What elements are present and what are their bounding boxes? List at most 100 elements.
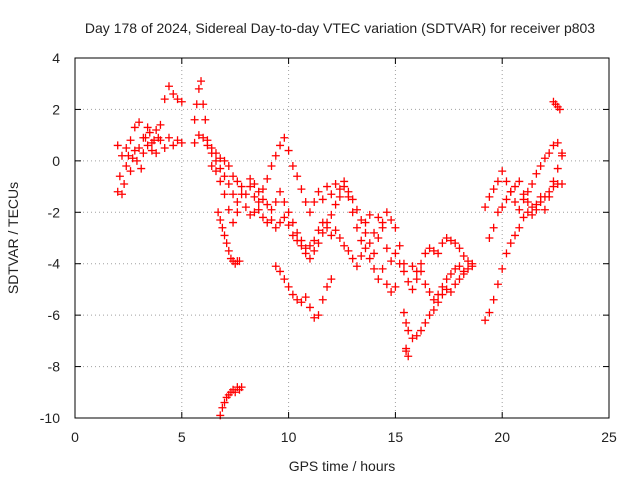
data-point bbox=[323, 182, 332, 191]
data-point bbox=[156, 120, 165, 129]
data-point bbox=[387, 257, 396, 266]
data-point bbox=[446, 236, 455, 245]
data-point bbox=[117, 190, 126, 199]
data-point bbox=[117, 151, 126, 160]
data-point bbox=[438, 290, 447, 299]
data-point bbox=[254, 198, 263, 206]
data-point bbox=[502, 249, 511, 258]
data-point bbox=[220, 231, 229, 240]
data-point bbox=[404, 326, 413, 335]
data-point bbox=[310, 236, 319, 245]
data-point bbox=[408, 262, 417, 271]
data-point bbox=[399, 267, 408, 276]
data-point bbox=[378, 264, 387, 273]
data-point bbox=[515, 205, 524, 214]
data-point bbox=[160, 95, 169, 104]
data-point bbox=[340, 241, 349, 250]
x-tick-label: 10 bbox=[281, 429, 297, 445]
data-point bbox=[553, 138, 562, 147]
data-point bbox=[199, 100, 208, 109]
data-point bbox=[558, 151, 567, 160]
data-point bbox=[169, 141, 178, 150]
data-point bbox=[511, 198, 520, 206]
data-point bbox=[314, 311, 323, 320]
data-point bbox=[305, 254, 314, 263]
data-point bbox=[485, 308, 494, 317]
data-point bbox=[493, 177, 502, 186]
data-point bbox=[147, 146, 156, 155]
data-point bbox=[515, 223, 524, 232]
data-point bbox=[229, 172, 238, 181]
data-point bbox=[455, 244, 464, 253]
data-point bbox=[276, 267, 285, 276]
data-point bbox=[160, 144, 169, 152]
data-point bbox=[284, 146, 293, 155]
data-point bbox=[310, 198, 319, 206]
data-point bbox=[489, 295, 498, 304]
data-point bbox=[481, 203, 490, 212]
data-point bbox=[421, 280, 430, 289]
data-point bbox=[455, 275, 464, 284]
data-point bbox=[352, 205, 361, 214]
data-point bbox=[280, 275, 289, 284]
data-point bbox=[130, 146, 139, 155]
data-point bbox=[442, 234, 451, 242]
data-point bbox=[442, 285, 451, 294]
data-point bbox=[327, 231, 336, 240]
data-point bbox=[164, 82, 173, 91]
data-point bbox=[357, 216, 366, 224]
data-point bbox=[152, 126, 161, 134]
data-point bbox=[391, 282, 400, 291]
data-point bbox=[310, 246, 319, 255]
data-point bbox=[126, 167, 135, 176]
data-point bbox=[348, 195, 357, 204]
data-point bbox=[305, 208, 314, 217]
data-point bbox=[361, 244, 370, 253]
data-point bbox=[258, 185, 267, 194]
data-point bbox=[468, 259, 477, 268]
data-point bbox=[214, 208, 223, 217]
data-point bbox=[318, 228, 327, 237]
data-point bbox=[246, 182, 255, 191]
data-point bbox=[267, 162, 276, 170]
data-point bbox=[241, 203, 250, 212]
data-point bbox=[194, 84, 203, 93]
data-point bbox=[493, 208, 502, 217]
data-point bbox=[327, 190, 336, 199]
data-point bbox=[293, 172, 302, 181]
data-point bbox=[451, 264, 460, 273]
data-point bbox=[511, 182, 520, 191]
data-point bbox=[301, 244, 310, 253]
y-tick-label: 4 bbox=[52, 50, 60, 66]
data-point bbox=[446, 288, 455, 296]
data-point bbox=[361, 218, 370, 227]
data-point bbox=[190, 115, 199, 124]
data-point bbox=[258, 213, 267, 222]
data-point bbox=[502, 177, 511, 186]
data-point bbox=[318, 195, 327, 204]
data-point bbox=[297, 298, 306, 307]
data-point bbox=[387, 216, 396, 224]
x-tick-label: 15 bbox=[388, 429, 404, 445]
data-point bbox=[528, 180, 537, 188]
data-point bbox=[549, 177, 558, 186]
data-point bbox=[344, 246, 353, 255]
data-point bbox=[511, 231, 520, 240]
data-point bbox=[271, 223, 280, 232]
data-point bbox=[528, 210, 537, 219]
data-point bbox=[314, 239, 323, 248]
data-point bbox=[382, 244, 391, 253]
data-point bbox=[348, 208, 357, 217]
data-point bbox=[365, 254, 374, 263]
data-point bbox=[128, 154, 137, 163]
data-point bbox=[455, 262, 464, 271]
data-point bbox=[263, 200, 272, 209]
data-point bbox=[115, 172, 124, 181]
data-point bbox=[357, 236, 366, 245]
data-point bbox=[429, 295, 438, 304]
y-tick-label: 0 bbox=[52, 153, 60, 169]
data-point bbox=[348, 254, 357, 263]
data-point bbox=[498, 167, 507, 176]
data-point bbox=[464, 257, 473, 266]
